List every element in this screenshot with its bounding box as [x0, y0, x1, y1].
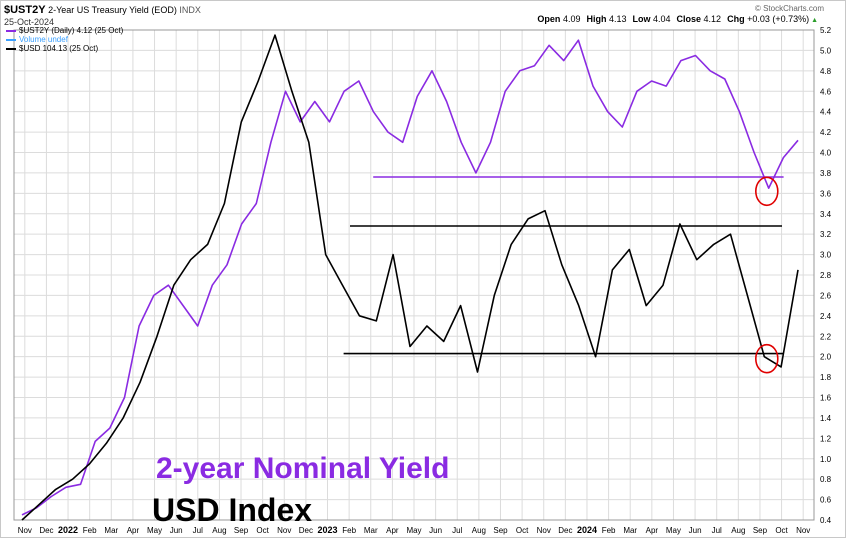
ticker-description: 2-Year US Treasury Yield (EOD) — [48, 5, 177, 15]
y-tick-label: 1.2 — [820, 434, 832, 443]
ohlc-item-open: Open 4.09 — [537, 14, 581, 24]
ohlc-item-chg: Chg +0.03 (+0.73%) — [727, 14, 810, 24]
y-tick-label: 3.8 — [820, 169, 832, 178]
up-triangle-icon: ▲ — [809, 17, 818, 24]
exchange-label: INDX — [179, 5, 201, 15]
x-tick-label: Mar — [104, 526, 118, 535]
legend-item: $UST2Y (Daily) 4.12 (25 Oct) — [6, 26, 123, 35]
ohlc-readout: Open 4.09 High 4.13 Low 4.04 Close 4.12 Chg … — [531, 14, 818, 24]
x-tick-label: Jun — [170, 526, 183, 535]
highlight-circle — [754, 343, 779, 374]
y-tick-label: 1.8 — [820, 373, 832, 382]
x-tick-label: Sep — [234, 526, 249, 535]
y-tick-label: 3.6 — [820, 189, 832, 198]
y-tick-label: 5.0 — [820, 46, 832, 55]
y-tick-label: 2.8 — [820, 271, 832, 280]
x-tick-label: May — [406, 526, 421, 535]
usd-annotation: USD Index — [152, 492, 313, 528]
stockcharts-brand: © StockCharts.com — [754, 4, 824, 13]
x-tick-label: 2022 — [58, 525, 78, 535]
x-tick-label: 2024 — [577, 525, 597, 535]
x-tick-label: Jul — [452, 526, 462, 535]
y-tick-label: 1.6 — [820, 394, 832, 403]
y-tick-label: 3.0 — [820, 251, 832, 260]
x-tick-label: Apr — [127, 526, 140, 535]
chart-title: $UST2Y 2-Year US Treasury Yield (EOD) IN… — [4, 4, 201, 16]
x-tick-label: Oct — [516, 526, 529, 535]
x-tick-label: Feb — [342, 526, 356, 535]
ohlc-item-high: High 4.13 — [586, 14, 627, 24]
plot-area — [13, 29, 815, 521]
x-tick-label: 2023 — [317, 525, 337, 535]
x-tick-label: Jun — [689, 526, 702, 535]
chart-date: 25-Oct-2024 — [4, 17, 55, 27]
y-tick-label: 2.6 — [820, 291, 832, 300]
x-tick-label: Jul — [712, 526, 722, 535]
y-tick-label: 4.0 — [820, 149, 832, 158]
ohlc-item-low: Low 4.04 — [632, 14, 671, 24]
x-tick-label: Sep — [753, 526, 768, 535]
series-line-usd — [21, 34, 799, 521]
x-tick-label: Jun — [429, 526, 442, 535]
legend-item: Volume undef — [6, 35, 68, 44]
y-tick-label: 1.4 — [820, 414, 832, 423]
x-tick-label: Oct — [775, 526, 788, 535]
y-tick-label: 4.8 — [820, 67, 832, 76]
y-tick-label: 0.4 — [820, 516, 832, 525]
legend-label: $UST2Y (Daily) 4.12 (25 Oct) — [19, 26, 124, 35]
x-tick-label: Mar — [623, 526, 637, 535]
y-tick-label: 3.4 — [820, 210, 832, 219]
x-tick-label: Dec — [558, 526, 572, 535]
x-tick-label: Feb — [83, 526, 97, 535]
y-tick-label: 4.2 — [820, 128, 832, 137]
ticker-symbol: $UST2Y — [4, 4, 46, 16]
legend-swatch — [6, 47, 16, 50]
x-tick-label: Apr — [386, 526, 399, 535]
x-tick-label: Aug — [472, 526, 486, 535]
ohlc-item-close: Close 4.12 — [676, 14, 722, 24]
y-tick-label: 0.8 — [820, 475, 832, 484]
x-tick-label: Feb — [602, 526, 616, 535]
x-tick-label: Nov — [277, 526, 291, 535]
x-tick-label: Dec — [299, 526, 313, 535]
y-tick-label: 2.4 — [820, 312, 832, 321]
y-tick-label: 0.6 — [820, 496, 832, 505]
x-tick-label: May — [666, 526, 681, 535]
series-line-ust2y — [21, 39, 799, 516]
x-tick-label: May — [147, 526, 162, 535]
highlight-circle — [754, 176, 779, 207]
x-tick-label: Jul — [193, 526, 203, 535]
legend-swatch — [6, 38, 16, 41]
y-tick-label: 4.6 — [820, 87, 832, 96]
x-tick-label: Nov — [796, 526, 810, 535]
y-tick-label: 1.0 — [820, 455, 832, 464]
x-tick-label: Apr — [646, 526, 659, 535]
x-tick-label: Aug — [731, 526, 745, 535]
y-tick-label: 3.2 — [820, 230, 832, 239]
x-tick-label: Mar — [364, 526, 378, 535]
x-tick-label: Oct — [256, 526, 269, 535]
y-tick-label: 5.2 — [820, 26, 832, 35]
x-tick-label: Nov — [537, 526, 551, 535]
x-tick-label: Sep — [493, 526, 508, 535]
x-tick-label: Aug — [212, 526, 226, 535]
y-tick-label: 4.4 — [820, 108, 832, 117]
legend-swatch — [6, 29, 16, 32]
legend-label: Volume undef — [19, 35, 68, 44]
yield-annotation: 2-year Nominal Yield — [156, 452, 450, 485]
x-tick-label: Nov — [18, 526, 32, 535]
y-tick-label: 2.2 — [820, 332, 832, 341]
y-tick-label: 2.0 — [820, 353, 832, 362]
x-tick-label: Dec — [39, 526, 53, 535]
legend-label: $USD 104.13 (25 Oct) — [19, 44, 99, 53]
legend-item: $USD 104.13 (25 Oct) — [6, 44, 98, 53]
